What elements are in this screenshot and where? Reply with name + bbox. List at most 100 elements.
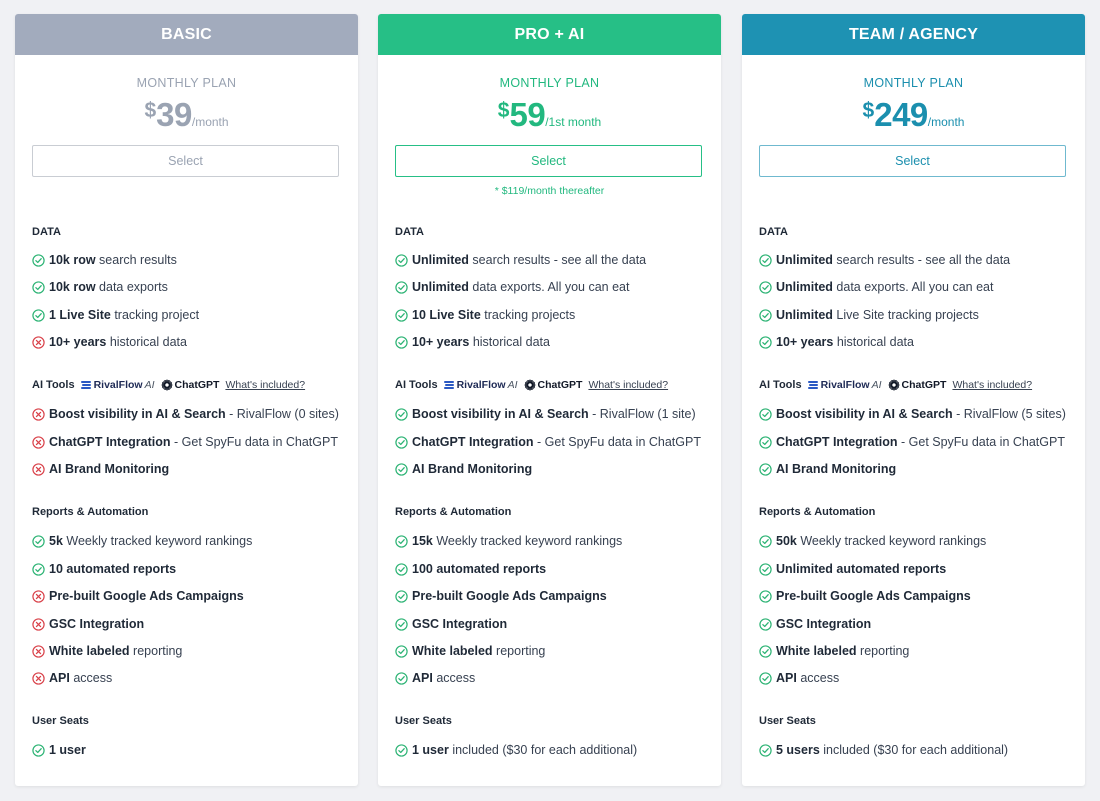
- chatgpt-logo: ChatGPT: [161, 379, 220, 391]
- feature-item: White labeled reporting: [395, 643, 545, 659]
- check-circle-icon: [395, 617, 408, 631]
- feature-item: 10+ years historical data: [395, 334, 550, 350]
- feature-highlight: ChatGPT Integration: [776, 435, 898, 449]
- price-period: /month: [927, 115, 965, 129]
- price: $59/1st month: [378, 96, 721, 134]
- check-circle-icon: [759, 617, 772, 631]
- x-circle-icon: [32, 335, 45, 349]
- feature-item: API access: [32, 670, 112, 686]
- x-circle-icon: [32, 462, 45, 476]
- section-title-ai-tools: AI Tools RivalFlow AI ChatGPT What's include…: [759, 379, 1032, 391]
- check-circle-icon: [32, 562, 45, 576]
- rivalflow-logo-text: RivalFlow: [820, 379, 870, 391]
- feature-item: ChatGPT Integration - Get SpyFu data in …: [32, 434, 338, 450]
- chatgpt-logo-text: ChatGPT: [901, 379, 947, 391]
- rivalflow-logo-icon: [80, 381, 91, 389]
- rivalflow-logo-icon: [443, 381, 454, 389]
- feature-item: 100 automated reports: [395, 561, 546, 577]
- chatgpt-logo-text: ChatGPT: [174, 379, 220, 391]
- price-amount: 59: [509, 96, 546, 133]
- feature-text: - RivalFlow (5 sites): [952, 407, 1066, 421]
- whats-included-link[interactable]: What's included?: [225, 379, 306, 391]
- x-circle-icon: [32, 435, 45, 449]
- feature-highlight: 5k: [49, 534, 63, 548]
- rivalflow-logo-ai-text: AI: [507, 379, 518, 391]
- plan-billing-label: MONTHLY PLAN: [136, 76, 237, 90]
- feature-highlight: Unlimited: [412, 253, 469, 267]
- feature-text: historical data: [833, 335, 914, 349]
- feature-text: reporting: [492, 644, 546, 658]
- feature-text: search results: [95, 253, 177, 267]
- feature-highlight: 10k row: [49, 253, 96, 267]
- whats-included-link[interactable]: What's included?: [952, 379, 1033, 391]
- x-circle-icon: [32, 589, 45, 603]
- feature-highlight: Unlimited: [776, 280, 833, 294]
- feature-item: Boost visibility in AI & Search - RivalF…: [395, 406, 696, 422]
- feature-item: Unlimited search results - see all the d…: [759, 252, 1010, 268]
- check-circle-icon: [395, 644, 408, 658]
- feature-item: Pre-built Google Ads Campaigns: [759, 588, 971, 604]
- feature-item: White labeled reporting: [759, 643, 909, 659]
- feature-item: API access: [395, 670, 475, 686]
- plan-billing-label: MONTHLY PLAN: [863, 76, 964, 90]
- price-period: /month: [191, 115, 229, 129]
- price-currency: $: [144, 99, 157, 122]
- feature-highlight: Pre-built Google Ads Campaigns: [49, 589, 244, 603]
- feature-highlight: GSC Integration: [412, 617, 508, 631]
- feature-highlight: Boost visibility in AI & Search: [412, 407, 589, 421]
- feature-text: - RivalFlow (0 sites): [225, 407, 339, 421]
- feature-item: GSC Integration: [395, 616, 507, 632]
- chatgpt-logo-icon: [161, 379, 172, 391]
- select-plan-button[interactable]: Select: [759, 145, 1066, 177]
- check-circle-icon: [395, 253, 408, 267]
- feature-text: Weekly tracked keyword rankings: [796, 534, 987, 548]
- feature-item: 1 user: [32, 742, 86, 758]
- rivalflow-logo: RivalFlow AI: [807, 379, 882, 391]
- check-circle-icon: [759, 743, 772, 757]
- plan-card-pro-ai: PRO + AI MONTHLY PLAN $59/1st month Select *…: [378, 14, 721, 786]
- feature-item: 1 Live Site tracking project: [32, 307, 199, 323]
- feature-text: - Get SpyFu data in ChatGPT: [170, 435, 338, 449]
- feature-item: Pre-built Google Ads Campaigns: [32, 588, 244, 604]
- chatgpt-logo-icon: [888, 379, 899, 391]
- feature-item: Boost visibility in AI & Search - RivalF…: [759, 406, 1066, 422]
- check-circle-icon: [395, 308, 408, 322]
- feature-text: search results - see all the data: [468, 253, 647, 267]
- check-circle-icon: [32, 743, 45, 757]
- plan-name: PRO + AI: [378, 14, 721, 55]
- feature-text: - Get SpyFu data in ChatGPT: [897, 435, 1065, 449]
- feature-highlight: Unlimited automated reports: [776, 562, 947, 576]
- check-circle-icon: [759, 280, 772, 294]
- feature-item: AI Brand Monitoring: [32, 461, 169, 477]
- x-circle-icon: [32, 407, 45, 421]
- check-circle-icon: [395, 462, 408, 476]
- feature-item: GSC Integration: [759, 616, 871, 632]
- check-circle-icon: [32, 280, 45, 294]
- x-circle-icon: [32, 671, 45, 685]
- whats-included-link[interactable]: What's included?: [588, 379, 669, 391]
- feature-text: tracking project: [110, 308, 200, 322]
- check-circle-icon: [759, 589, 772, 603]
- chatgpt-logo: ChatGPT: [524, 379, 582, 391]
- price-footnote: * $119/month thereafter: [494, 185, 605, 197]
- plan-name: TEAM / AGENCY: [742, 14, 1085, 55]
- select-plan-button[interactable]: Select: [395, 145, 702, 177]
- section-title-seats: User Seats: [32, 715, 89, 727]
- feature-highlight: AI Brand Monitoring: [49, 462, 170, 476]
- feature-text: Live Site tracking projects: [832, 308, 979, 322]
- feature-text: tracking projects: [480, 308, 576, 322]
- feature-item: AI Brand Monitoring: [759, 461, 896, 477]
- check-circle-icon: [759, 335, 772, 349]
- rivalflow-logo: RivalFlow AI: [443, 379, 518, 391]
- feature-highlight: 1 user: [49, 743, 86, 757]
- feature-highlight: Boost visibility in AI & Search: [776, 407, 953, 421]
- feature-text: access: [432, 671, 476, 685]
- price: $39/month: [15, 96, 358, 134]
- price-period: /1st month: [545, 115, 602, 129]
- feature-item: 10 automated reports: [32, 561, 176, 577]
- feature-item: GSC Integration: [32, 616, 144, 632]
- feature-highlight: White labeled: [49, 644, 130, 658]
- select-plan-button[interactable]: Select: [32, 145, 339, 177]
- feature-item: API access: [759, 670, 839, 686]
